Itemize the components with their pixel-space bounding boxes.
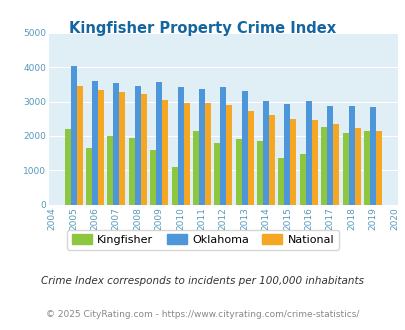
Bar bbox=[326, 106, 333, 205]
Bar bbox=[256, 141, 262, 205]
Text: Kingfisher Property Crime Index: Kingfisher Property Crime Index bbox=[69, 21, 336, 36]
Bar bbox=[86, 148, 92, 205]
Bar bbox=[262, 101, 269, 205]
Bar bbox=[64, 129, 70, 205]
Bar bbox=[205, 103, 210, 205]
Bar bbox=[269, 115, 274, 205]
Bar bbox=[183, 103, 189, 205]
Bar bbox=[162, 100, 168, 205]
Bar bbox=[342, 133, 348, 205]
Bar bbox=[354, 128, 360, 205]
Bar bbox=[98, 90, 104, 205]
Bar bbox=[299, 154, 305, 205]
Bar bbox=[113, 83, 119, 205]
Bar bbox=[177, 87, 183, 205]
Bar bbox=[198, 88, 205, 205]
Bar bbox=[363, 131, 369, 205]
Bar bbox=[348, 106, 354, 205]
Bar bbox=[375, 131, 381, 205]
Bar bbox=[192, 131, 198, 205]
Bar bbox=[141, 94, 146, 205]
Text: Crime Index corresponds to incidents per 100,000 inhabitants: Crime Index corresponds to incidents per… bbox=[41, 276, 364, 286]
Bar bbox=[156, 82, 162, 205]
Bar bbox=[77, 86, 82, 205]
Bar bbox=[150, 150, 156, 205]
Legend: Kingfisher, Oklahoma, National: Kingfisher, Oklahoma, National bbox=[67, 230, 338, 249]
Bar bbox=[311, 120, 317, 205]
Bar bbox=[320, 127, 326, 205]
Bar bbox=[214, 143, 220, 205]
Bar bbox=[220, 86, 226, 205]
Bar bbox=[305, 101, 311, 205]
Bar bbox=[171, 167, 177, 205]
Bar bbox=[92, 81, 98, 205]
Bar bbox=[333, 124, 339, 205]
Bar bbox=[119, 92, 125, 205]
Bar bbox=[128, 138, 134, 205]
Bar bbox=[134, 86, 141, 205]
Bar bbox=[278, 158, 284, 205]
Bar bbox=[235, 139, 241, 205]
Bar bbox=[247, 111, 253, 205]
Text: © 2025 CityRating.com - https://www.cityrating.com/crime-statistics/: © 2025 CityRating.com - https://www.city… bbox=[46, 310, 359, 319]
Bar bbox=[107, 136, 113, 205]
Bar bbox=[241, 91, 247, 205]
Bar bbox=[290, 119, 296, 205]
Bar bbox=[369, 108, 375, 205]
Bar bbox=[284, 104, 290, 205]
Bar bbox=[226, 105, 232, 205]
Bar bbox=[70, 66, 77, 205]
